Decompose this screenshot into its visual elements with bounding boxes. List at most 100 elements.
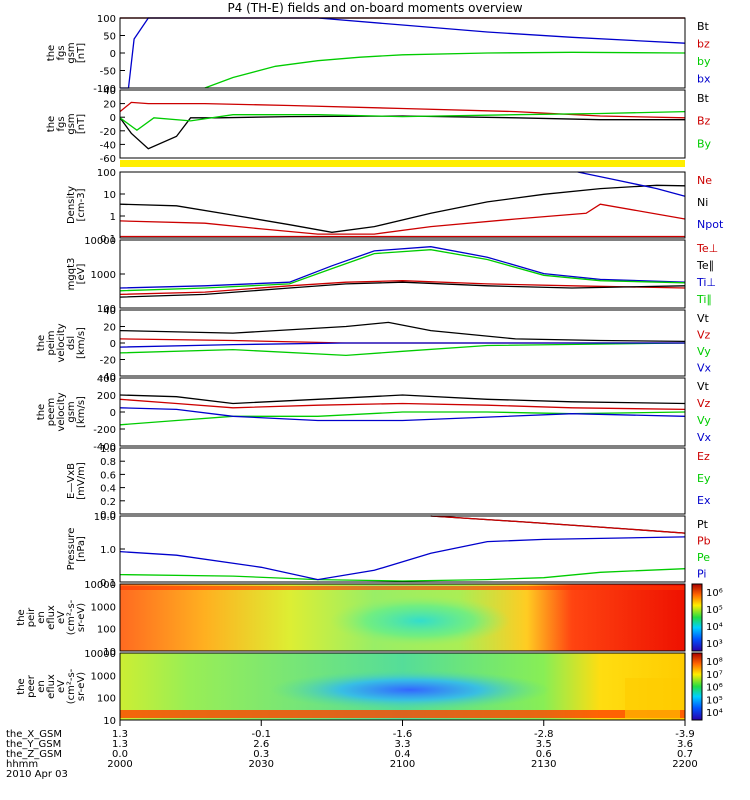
ytick-label: 100 [97,625,116,636]
y-axis-title: the fgs gsm [nT] [46,113,87,134]
colorbar-tick-label: 10⁴ [706,708,723,719]
y-axis-label-line: gsm [66,42,77,63]
x-axis-row-label: the_Y_GSM [6,739,61,750]
ytick-label: 100 [97,168,116,179]
series-line [119,110,686,132]
colorbar-tick-label: 10⁶ [706,588,723,599]
legend-entry: Ti∥ [696,293,712,306]
y-axis-label-line: peem [46,398,57,426]
x-axis-value: 2200 [672,759,697,770]
y-axis-title: the fgs gsm [nT] [46,42,87,63]
y-axis-label-line: the [46,45,57,61]
y-axis-label-line: [km/s] [76,396,87,428]
ytick-label: -400 [93,442,116,453]
ytick-label: 0.4 [100,484,116,495]
legend-entry: Vz [697,329,711,342]
y-axis-label-line: dsl [66,336,77,350]
ytick-label: 20 [103,323,116,334]
x-axis-value: 2.6 [253,739,269,750]
series-line [119,568,686,582]
legend-entry: Pt [697,518,709,531]
legend-entry: By [697,137,712,150]
x-axis-value: 1.3 [112,729,128,740]
legend-entry: Ez [697,450,710,463]
ytick-label: -20 [100,356,116,367]
ytick-label: 10000 [84,236,116,247]
ytick-label: 20 [103,100,116,111]
ytick-label: 100 [97,304,116,315]
y-axis-label-line: Density [66,186,77,224]
ytick-label: 1000 [91,671,116,682]
x-axis-value: 0.3 [253,749,269,760]
y-axis-label-line: [nPa] [76,536,87,562]
ytick-label: 0.6 [100,470,116,481]
series-line [430,515,686,534]
series-line [119,342,686,357]
ytick-label: -40 [100,140,116,151]
ytick-label: -200 [93,425,116,436]
ytick-label: 1000 [91,602,116,613]
y-axis-label-line: peer [26,674,37,698]
x-axis-value: 2100 [390,759,415,770]
series-line [119,536,686,581]
y-axis-label-line: [cm-3] [76,188,87,221]
x-axis-value: 0.7 [677,749,693,760]
ytick-label: 0.1 [100,578,116,589]
legend-entry: bz [697,38,710,51]
legend-entry: Vt [697,380,710,393]
ytick-label: 10 [103,647,116,658]
ytick-label: 1 [110,212,116,223]
x-axis-row-label: hhmm [6,759,38,770]
date-label: 2010 Apr 03 [6,769,68,780]
series-line [119,246,686,289]
legend-entry: Ni [697,196,708,209]
x-axis-row-label: the_Z_GSM [6,749,62,760]
x-axis-row-label: the_X_GSM [6,729,62,740]
y-axis-label-line: (cm²-s- [66,599,77,635]
y-axis-label-line: sr-eV) [76,672,87,701]
legend-entry: Vy [697,414,711,427]
colorbar-tick-label: 10⁴ [706,622,723,633]
y-axis-label-line: [eV] [76,264,87,285]
panel-frame [119,171,686,239]
ytick-label: -50 [100,67,116,78]
panel-frame [119,239,686,309]
y-axis-title: Density [cm-3] [66,186,87,224]
x-axis-value: -1.6 [393,729,413,740]
x-axis-value: 1.3 [112,739,128,750]
y-axis-label-line: velocity [56,392,67,431]
y-axis-label-line: the [46,116,57,132]
series-line [119,342,685,348]
x-axis-value: -0.1 [251,729,271,740]
legend-entry: Vz [697,397,711,410]
spectrogram-feature [120,586,685,590]
y-axis-label-line: en [36,680,47,693]
y-axis-label-line: peim [46,330,57,355]
separator-band [120,160,685,167]
legend-entry: Vy [697,345,711,358]
y-axis-label-line: eflux [46,674,57,699]
ytick-label: 40 [103,306,116,317]
figure-title: P4 (TH-E) fields and on-board moments ov… [227,1,523,15]
colorbar-tick-label: 10⁶ [706,683,723,694]
ytick-label: 0.8 [100,457,116,468]
ytick-label: 1000 [91,270,116,281]
series-line [119,281,686,298]
legend-entry: by [697,55,711,68]
legend-entry: Vt [697,312,710,325]
ytick-label: -20 [100,127,116,138]
y-axis-label-line: fgs [56,116,67,131]
ytick-label: 10 [103,716,116,727]
spectrogram-feature [625,678,680,718]
panel-frame [119,89,686,159]
y-axis-title: mgqt3 [eV] [66,258,87,291]
series-line [119,398,686,411]
y-axis-label-line: fgs [56,45,67,60]
series-line [119,203,686,235]
legend-entry: Pb [697,535,711,548]
x-axis-value: 0.4 [395,749,411,760]
x-axis-value: -3.9 [675,729,695,740]
series-line [577,171,686,197]
